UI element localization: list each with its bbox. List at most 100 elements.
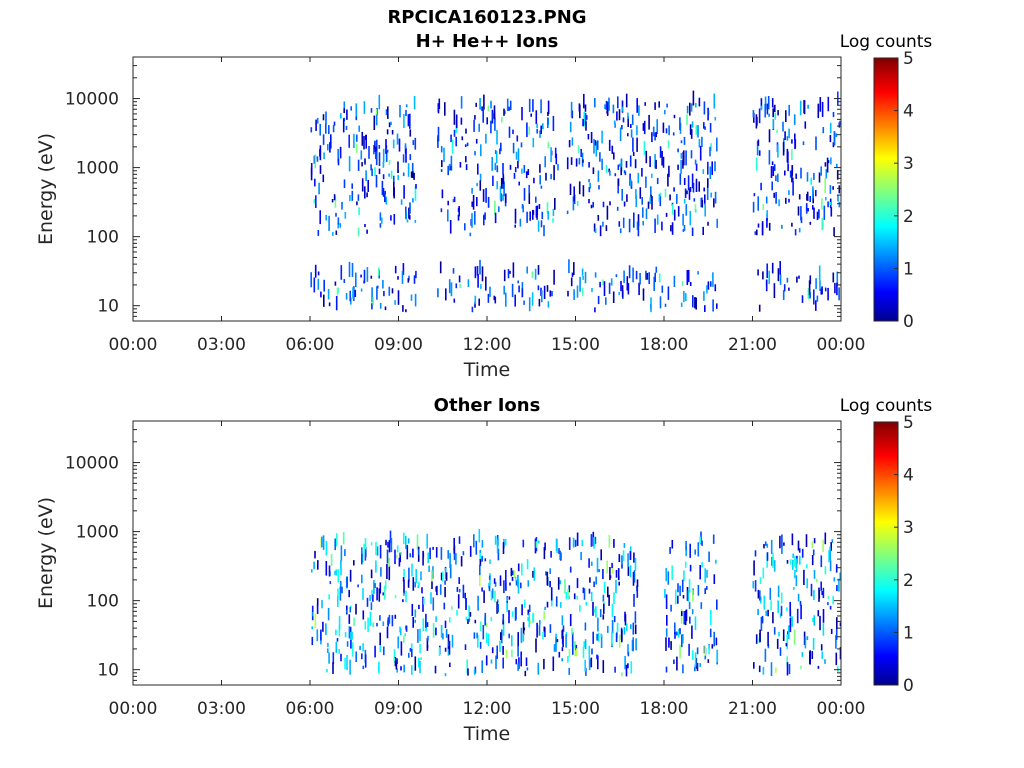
data-cell	[788, 128, 790, 139]
data-cell	[337, 217, 340, 225]
x-tick-label: 21:00	[728, 335, 777, 355]
data-cell	[836, 585, 838, 592]
data-cell	[618, 581, 620, 586]
data-cell	[627, 116, 629, 127]
data-cell	[677, 164, 679, 170]
data-cell	[474, 295, 477, 305]
data-cell	[762, 567, 765, 579]
data-cell	[351, 183, 353, 189]
data-cell	[399, 105, 401, 118]
data-cell	[596, 654, 598, 660]
data-cell	[444, 580, 446, 585]
data-cell	[691, 625, 693, 639]
data-cell	[786, 662, 789, 676]
data-cell	[613, 152, 615, 160]
data-cell	[687, 269, 690, 283]
data-cell	[664, 188, 667, 198]
data-cell	[403, 532, 405, 545]
data-cell	[668, 125, 670, 136]
data-cell	[583, 641, 585, 648]
data-cell	[691, 121, 694, 128]
data-cell	[447, 165, 449, 176]
data-cell	[539, 130, 541, 138]
data-cell	[414, 186, 417, 201]
data-cell	[403, 114, 405, 128]
data-cell	[407, 538, 410, 544]
data-cell	[388, 540, 391, 553]
data-cell	[444, 673, 447, 677]
data-cell	[405, 309, 407, 313]
data-cell	[767, 644, 770, 649]
data-cell	[593, 581, 595, 588]
data-cell	[830, 542, 832, 551]
data-cell	[837, 195, 839, 202]
data-cell	[417, 549, 420, 555]
data-cell	[689, 102, 691, 116]
data-cell	[649, 196, 652, 204]
data-cell	[691, 608, 694, 615]
data-cell	[572, 646, 574, 655]
data-cell	[517, 160, 519, 169]
data-cell	[607, 625, 609, 633]
data-cell	[565, 592, 568, 600]
data-cell	[805, 203, 808, 210]
data-cell	[338, 649, 340, 654]
data-cell	[754, 231, 757, 235]
data-cell	[502, 613, 505, 622]
data-cell	[561, 647, 564, 652]
data-cell	[822, 609, 825, 623]
data-cell	[560, 602, 562, 608]
data-cell	[363, 269, 366, 284]
data-cell	[752, 580, 755, 589]
data-cell	[349, 195, 351, 201]
data-cell	[778, 631, 780, 637]
data-cell	[753, 193, 756, 197]
data-cell	[679, 644, 681, 659]
data-cell	[383, 585, 386, 600]
colorbar-tick-label: 3	[903, 154, 914, 174]
data-cell	[435, 547, 438, 558]
data-cell	[701, 136, 703, 147]
data-cell	[382, 621, 385, 626]
data-cell	[439, 261, 442, 274]
data-cell	[449, 662, 451, 667]
data-cell	[592, 201, 594, 208]
data-cell	[597, 632, 600, 642]
data-cell	[622, 550, 625, 561]
data-cell	[507, 269, 510, 279]
data-cell	[478, 123, 480, 132]
data-cell	[681, 280, 684, 286]
data-cell	[319, 145, 322, 161]
data-cell	[706, 586, 708, 590]
data-cell	[671, 539, 674, 549]
data-cell	[514, 294, 516, 307]
data-cell	[559, 550, 561, 560]
data-cell	[396, 668, 398, 673]
data-cell	[370, 108, 373, 113]
data-cell	[509, 270, 511, 274]
data-cell	[771, 181, 773, 191]
data-cell	[792, 553, 794, 558]
data-cell	[488, 585, 491, 592]
data-cell	[393, 649, 396, 663]
data-cell	[689, 564, 692, 572]
data-cell	[490, 100, 492, 109]
data-cell	[542, 123, 544, 130]
x-tick-label: 12:00	[463, 699, 512, 719]
data-cell	[699, 663, 701, 667]
data-cell	[768, 129, 771, 143]
data-cell	[574, 539, 577, 547]
data-cell	[374, 645, 376, 658]
data-cell	[336, 638, 339, 642]
data-cell	[593, 608, 596, 613]
data-cell	[486, 117, 488, 125]
data-cell	[495, 655, 497, 670]
data-cell	[712, 272, 714, 287]
data-cell	[667, 140, 670, 149]
data-cell	[348, 261, 351, 278]
data-cell	[674, 622, 676, 635]
data-cell	[670, 225, 672, 232]
data-cell	[508, 596, 511, 600]
data-cell	[527, 580, 530, 587]
data-cell	[617, 568, 620, 581]
